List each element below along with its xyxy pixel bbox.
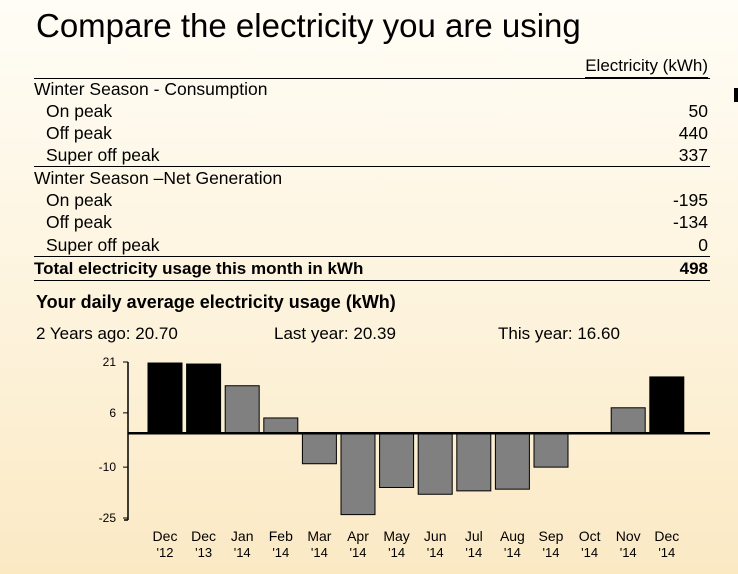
chart-bar bbox=[610, 407, 646, 434]
table-row: Super off peak 337 bbox=[34, 144, 708, 166]
chart-bar bbox=[533, 432, 569, 468]
x-tick-label-year: '14 bbox=[465, 545, 482, 560]
x-tick-label-year: '14 bbox=[504, 545, 521, 560]
table-row: On peak -195 bbox=[34, 189, 708, 211]
two-years-ago-avg: 2 Years ago: 20.70 bbox=[36, 324, 178, 343]
x-tick-label-year: '14 bbox=[350, 545, 367, 560]
page-title: Compare the electricity you are using bbox=[36, 7, 581, 44]
table-bottom-rule bbox=[34, 280, 710, 281]
x-tick-label-month: Mar bbox=[307, 528, 331, 544]
x-tick-label-month: Jan bbox=[231, 528, 254, 544]
row-label: Super off peak bbox=[46, 145, 160, 165]
x-tick-label-year: '14 bbox=[543, 545, 560, 560]
x-tick-label-month: Dec bbox=[654, 528, 679, 544]
table-top-rule bbox=[34, 78, 710, 79]
row-label: Off peak bbox=[46, 212, 112, 232]
usage-title: Your daily average electricity usage (kW… bbox=[36, 292, 396, 312]
chart-bar bbox=[649, 376, 685, 434]
chart-bar bbox=[494, 432, 530, 490]
x-tick-label-month: May bbox=[383, 528, 409, 544]
chart-bar bbox=[417, 432, 453, 495]
x-tick-label-month: Dec bbox=[191, 528, 216, 544]
x-tick-label-year: '14 bbox=[658, 545, 675, 560]
x-tick-label-month: Apr bbox=[347, 528, 369, 544]
x-tick-label-year: '14 bbox=[272, 545, 289, 560]
section-rule bbox=[34, 166, 710, 167]
row-label: Super off peak bbox=[46, 235, 160, 255]
chart-bar bbox=[147, 362, 183, 434]
total-rule bbox=[34, 256, 710, 257]
row-value: 50 bbox=[688, 101, 708, 121]
consumption-header: Winter Season - Consumption bbox=[34, 79, 268, 99]
x-tick-label-year: '14 bbox=[581, 545, 598, 560]
x-tick-label-month: Jun bbox=[424, 528, 447, 544]
table-row: Super off peak 0 bbox=[34, 234, 708, 256]
chart-bar bbox=[456, 432, 492, 492]
table-row: Off peak -134 bbox=[34, 211, 708, 233]
table-row: Off peak 440 bbox=[34, 122, 708, 144]
x-tick-label-year: '14 bbox=[234, 545, 251, 560]
x-tick-label-month: Jul bbox=[465, 528, 483, 544]
chart-bar bbox=[301, 432, 337, 465]
chart-bar bbox=[340, 432, 376, 516]
y-tick-label: 6 bbox=[109, 406, 116, 420]
table-row: On peak 50 bbox=[34, 100, 708, 122]
chart-bar bbox=[224, 385, 260, 434]
total-value: 498 bbox=[679, 259, 708, 278]
total-label: Total electricity usage this month in kW… bbox=[34, 259, 364, 278]
chart-bar bbox=[263, 417, 299, 434]
last-year-avg: Last year: 20.39 bbox=[274, 324, 396, 343]
x-tick-label-year: '14 bbox=[620, 545, 637, 560]
chart-bar bbox=[379, 432, 415, 488]
row-label: On peak bbox=[46, 101, 113, 121]
row-label: On peak bbox=[46, 190, 113, 210]
generation-header: Winter Season –Net Generation bbox=[34, 168, 283, 188]
x-tick-label-month: Nov bbox=[616, 528, 641, 544]
x-tick-label-year: '14 bbox=[311, 545, 328, 560]
this-year-avg: This year: 16.60 bbox=[498, 324, 620, 343]
row-value: -134 bbox=[672, 212, 708, 232]
row-value: 440 bbox=[678, 123, 708, 143]
generation-header-row: Winter Season –Net Generation bbox=[34, 167, 708, 189]
y-tick-label: -10 bbox=[99, 460, 117, 474]
row-value: -195 bbox=[672, 190, 708, 210]
x-tick-label-month: Oct bbox=[579, 528, 601, 544]
y-tick-label: 21 bbox=[103, 355, 117, 369]
consumption-header-row: Winter Season - Consumption bbox=[34, 78, 708, 100]
x-tick-label-month: Aug bbox=[500, 528, 525, 544]
column-header: Electricity (kWh) bbox=[585, 56, 708, 78]
x-tick-label-month: Feb bbox=[269, 528, 293, 544]
x-tick-label-month: Sep bbox=[539, 528, 564, 544]
y-tick-label: -25 bbox=[99, 511, 117, 525]
x-tick-label-year: '14 bbox=[427, 545, 444, 560]
x-tick-label-year: '13 bbox=[195, 545, 212, 560]
edge-marker bbox=[734, 88, 738, 102]
x-tick-label-year: '14 bbox=[388, 545, 405, 560]
x-tick-label-year: '12 bbox=[157, 545, 174, 560]
x-tick-label-month: Dec bbox=[153, 528, 178, 544]
row-label: Off peak bbox=[46, 123, 112, 143]
chart-bar bbox=[186, 363, 222, 434]
row-value: 0 bbox=[698, 235, 708, 255]
total-row: Total electricity usage this month in kW… bbox=[34, 258, 708, 280]
row-value: 337 bbox=[678, 145, 708, 165]
